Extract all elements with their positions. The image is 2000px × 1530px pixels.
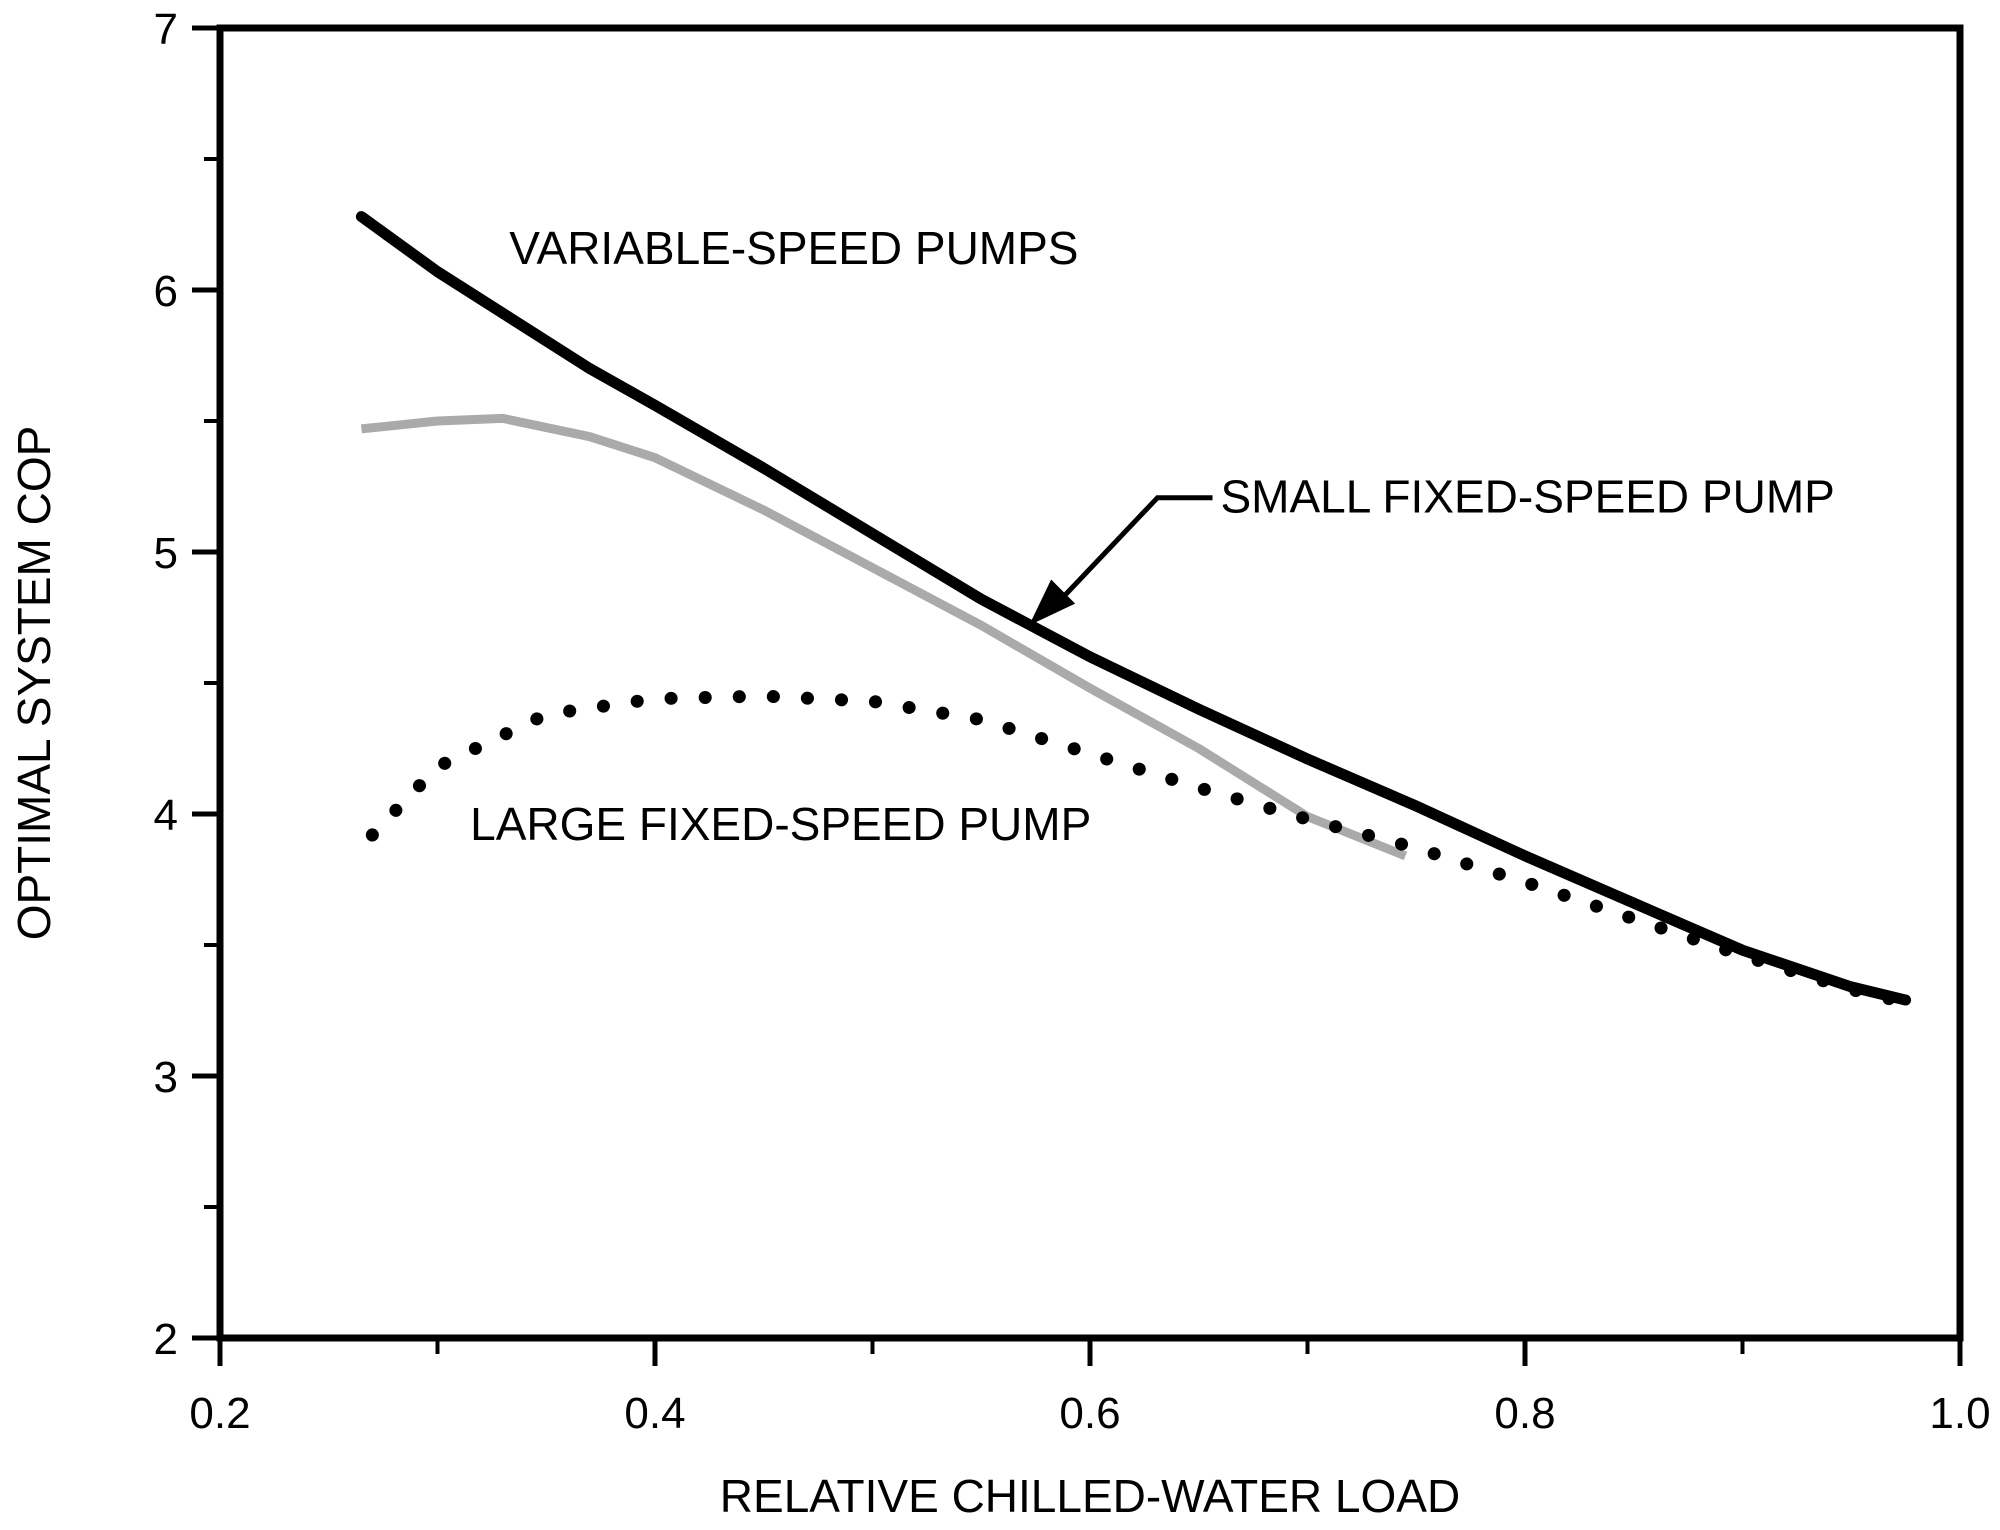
- x-axis-title: RELATIVE CHILLED-WATER LOAD: [720, 1470, 1460, 1522]
- plot-frame: [216, 24, 1964, 1342]
- series-line-small-fixed-speed-pump: [360, 413, 1408, 861]
- x-tick-label: 0.2: [189, 1389, 250, 1438]
- series-line-variable-speed-pumps: [355, 211, 1912, 1006]
- x-tick-label: 0.6: [1059, 1389, 1120, 1438]
- y-tick-label: 6: [154, 267, 178, 316]
- arrow-head-icon: [1029, 579, 1076, 626]
- annotation-label: SMALL FIXED-SPEED PUMP: [1221, 471, 1835, 523]
- y-tick-label: 5: [154, 529, 178, 578]
- annotation-label: VARIABLE-SPEED PUMPS: [509, 222, 1078, 274]
- tick-layer: 0.2 0.4 0.6 0.8 1.0 2 3 4 5 6 7: [154, 5, 1991, 1438]
- annotation-label: LARGE FIXED-SPEED PUMP: [470, 798, 1091, 850]
- series-line-large-fixed-speed-pump: [365, 689, 1913, 1010]
- y-tick-label: 2: [154, 1315, 178, 1364]
- x-tick-label: 0.8: [1494, 1389, 1555, 1438]
- series-layer: [355, 211, 1913, 1010]
- annotation-layer: VARIABLE-SPEED PUMPS SMALL FIXED-SPEED PU…: [470, 222, 1835, 850]
- x-tick-label: 0.4: [624, 1389, 685, 1438]
- y-axis-title: OPTIMAL SYSTEM COP: [8, 426, 60, 941]
- y-tick-label: 7: [154, 5, 178, 54]
- x-tick-label: 1.0: [1929, 1389, 1990, 1438]
- annotation-leader-line: [1057, 495, 1213, 604]
- y-tick-label: 3: [154, 1053, 178, 1102]
- y-tick-label: 4: [154, 791, 178, 840]
